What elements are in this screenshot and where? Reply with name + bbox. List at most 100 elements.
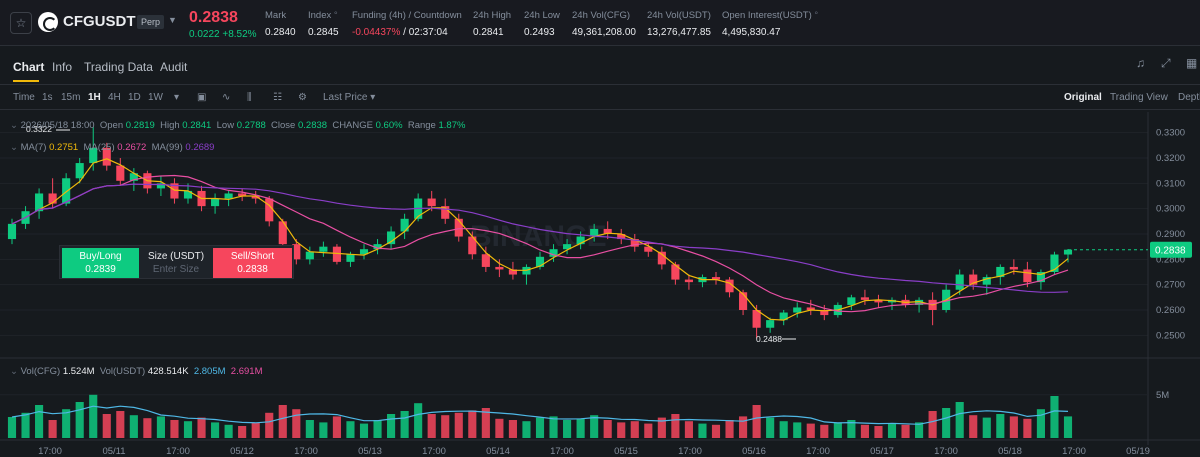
candle-body [860,297,869,300]
volume-bar [387,414,396,438]
calendar-icon[interactable]: ▣ [197,92,207,103]
volume-bar [197,417,206,438]
view-depth[interactable]: Depth [1178,92,1200,103]
expand-icon[interactable]: ⤢ [1161,56,1171,70]
view-trading-view[interactable]: Trading View [1110,92,1168,103]
tab-audit[interactable]: Audit [160,60,188,74]
stat-label: Mark [265,10,287,21]
volume-bar [617,422,626,438]
stat-funding: Funding (4h) / Countdown -0.04437% / 02:… [352,10,462,38]
volume-bar [427,414,436,438]
layout-icon[interactable]: ▦ [1186,56,1198,70]
size-input[interactable]: Size (USDT) Enter Size [147,251,205,275]
candle-body [644,246,653,252]
candle-body [508,269,517,275]
volume-bar [508,420,517,438]
candle-body [265,198,274,222]
candle-body [739,292,748,310]
symbol-dropdown-icon[interactable]: ▼ [168,15,177,25]
candle-body [332,246,341,262]
symbol-name[interactable]: CFGUSDT [63,13,136,30]
grid-settings-icon[interactable]: ☷ [273,92,282,103]
candle-body [116,165,125,181]
quick-order-widget: Buy/Long 0.2839 Size (USDT) Enter Size S… [59,245,294,279]
volume-bar [563,420,572,438]
volume-bar [292,409,301,438]
candle-body [156,183,165,189]
volume-bar [454,412,463,438]
stat-24h-vol-usdt: 24h Vol(USDT) 13,276,477.85 [647,10,711,38]
price-type-select[interactable]: Last Price ▾ [323,92,376,103]
chart-toolbar: Time 1s 15m 1H 4H 1D 1W ▾ ▣ ∿ ⫼ ☷ ⚙ Last… [0,84,1200,110]
time-axis-tick: 05/18 [998,446,1022,457]
ma99-line [11,183,1069,293]
stat-label: 24h Vol(CFG) [572,10,631,21]
volume-bar [400,411,409,438]
candle-body [346,254,355,262]
volume-bar [89,394,98,438]
volume-bar [116,411,125,438]
volume-bar [793,422,802,438]
interval-1h[interactable]: 1H [88,92,101,103]
change-pct: +8.52% [222,29,257,40]
volume-bar [102,414,111,438]
candle-body [454,218,463,237]
perp-badge: Perp [137,15,165,29]
time-axis-tick: 17:00 [1062,446,1086,457]
volume-bar [1023,418,1032,438]
bell-icon[interactable]: ♫ [1136,56,1145,70]
interval-1s[interactable]: 1s [42,92,53,103]
indicator-icon[interactable]: ∿ [222,92,231,103]
stat-index: Index ° 0.2845 [308,10,339,38]
volume-bar [224,424,233,438]
candle-body [62,178,71,204]
price-axis-tick: 0.3000 [1156,204,1185,215]
view-original[interactable]: Original [1064,92,1102,103]
volume-bar [833,422,842,438]
price-axis-tick: 0.2600 [1156,305,1185,316]
interval-1w[interactable]: 1W [148,92,163,103]
price-axis-tick: 0.2700 [1156,280,1185,291]
stat-mark: Mark 0.2840 [265,10,296,38]
buy-long-button[interactable]: Buy/Long 0.2839 [62,248,139,278]
candle-body [7,223,17,240]
interval-1d[interactable]: 1D [128,92,141,103]
interval-15m[interactable]: 15m [61,92,81,103]
candle-body [684,279,693,283]
time-axis-tick: 05/19 [1126,446,1150,457]
volume-bar [373,420,382,438]
volume-bar [211,422,220,438]
sell-short-button[interactable]: Sell/Short 0.2838 [213,248,292,278]
content-tabs: Chart Info Trading Data Audit [0,46,1200,84]
time-axis-tick: 05/16 [742,446,766,457]
volume-bar [278,405,287,438]
stat-value: 4,495,830.47 [722,27,781,38]
candle-body [278,221,287,245]
tab-trading-data[interactable]: Trading Data [84,60,153,74]
time-axis-tick: 17:00 [806,446,830,457]
candle-body [563,244,572,250]
settings-gear-icon[interactable]: ⚙ [298,92,307,103]
time-axis-tick: 17:00 [166,446,190,457]
interval-dropdown-icon[interactable]: ▾ [174,92,180,103]
volume-bar [901,424,910,438]
candle-body [752,310,761,328]
volume-bar [766,417,775,438]
candlestick-chart[interactable]: 0.3300 0.3200 0.3100 0.3000 0.2900 0.2800 0.27… [0,110,1200,457]
price-change: 0.0222 +8.52% [189,29,257,40]
candle-body [1023,269,1032,283]
volume-bar [129,415,138,438]
price-axis-tick: 0.3200 [1156,153,1185,164]
volume-bar [21,412,30,438]
candle-body [779,312,788,321]
interval-4h[interactable]: 4H [108,92,121,103]
time-axis-tick: 05/11 [102,446,125,457]
tab-info[interactable]: Info [52,60,73,74]
tab-chart[interactable]: Chart [13,60,45,74]
price-axis-tick: 0.2500 [1156,330,1185,341]
candle-body [292,244,301,260]
candle-body [806,307,815,310]
volume-bar [590,415,599,438]
favorite-star-icon[interactable]: ☆ [10,12,32,34]
candle-type-icon[interactable]: ⫼ [247,92,252,103]
